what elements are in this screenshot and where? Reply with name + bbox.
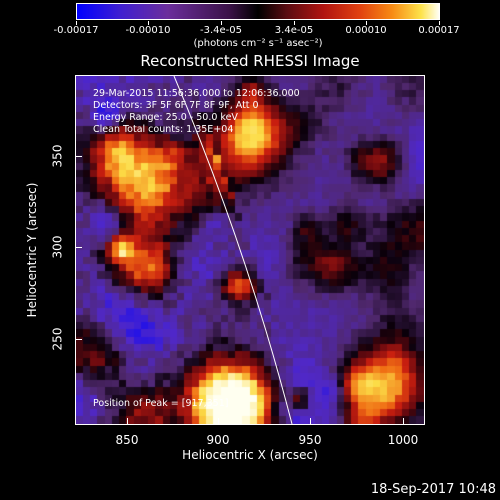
- y-tick-label: 350: [50, 144, 65, 168]
- x-tick-label: 1000: [387, 433, 419, 447]
- detectors-annotation: Detectors: 3F 5F 6F 7F 8F 9F, Att 0: [93, 100, 259, 111]
- colorbar: [76, 3, 440, 20]
- y-tick-mark: [75, 339, 82, 340]
- colorbar-tick: [76, 21, 77, 25]
- y-tick-mark: [75, 247, 82, 248]
- x-tick-mark: [127, 418, 128, 425]
- colorbar-tick: [294, 21, 295, 25]
- colorbar-tick-label: -3.4e-05: [200, 25, 242, 36]
- solar-limb-line: [173, 76, 293, 424]
- peak-position-annotation: Position of Peak = [917,351]: [93, 398, 229, 409]
- image-title: Reconstructed RHESSI Image: [140, 52, 360, 70]
- energy-range-annotation: Energy Range: 25.0 - 50.0 keV: [93, 112, 238, 123]
- colorbar-tick: [148, 21, 149, 25]
- total-counts-annotation: Clean Total counts: 1.35E+04: [93, 124, 234, 135]
- colorbar-tick-label: 0.00017: [418, 25, 460, 36]
- colorbar-units-label: (photons cm⁻² s⁻¹ asec⁻²): [193, 38, 323, 49]
- colorbar-tick: [366, 21, 367, 25]
- colorbar-tick: [221, 21, 222, 25]
- y-tick-label: 250: [50, 327, 65, 351]
- y-tick-mark: [75, 156, 82, 157]
- y-axis-label: Heliocentric Y (arcsec): [25, 182, 39, 318]
- colorbar-tick-label: 3.4e-05: [274, 25, 314, 36]
- x-axis-label: Heliocentric X (arcsec): [182, 448, 318, 462]
- plot-area: 29-Mar-2015 11:56:36.000 to 12:06:36.000…: [75, 75, 425, 425]
- colorbar-tick-label: -0.00017: [53, 25, 99, 36]
- colorbar-tick-label: 0.00010: [345, 25, 387, 36]
- x-tick-label: 950: [298, 433, 322, 447]
- heatmap-image: [76, 76, 424, 424]
- colorbar-tick-label: -0.00010: [125, 25, 171, 36]
- x-tick-mark: [310, 418, 311, 425]
- plot-timestamp: 18-Sep-2017 10:48: [370, 482, 496, 497]
- x-tick-mark: [218, 418, 219, 425]
- time-range-annotation: 29-Mar-2015 11:56:36.000 to 12:06:36.000: [93, 88, 300, 99]
- limb-overlay: [173, 76, 293, 424]
- colorbar-tick: [439, 21, 440, 25]
- x-tick-label: 900: [206, 433, 230, 447]
- y-tick-label: 300: [50, 235, 65, 259]
- x-tick-mark: [403, 418, 404, 425]
- x-tick-label: 850: [115, 433, 139, 447]
